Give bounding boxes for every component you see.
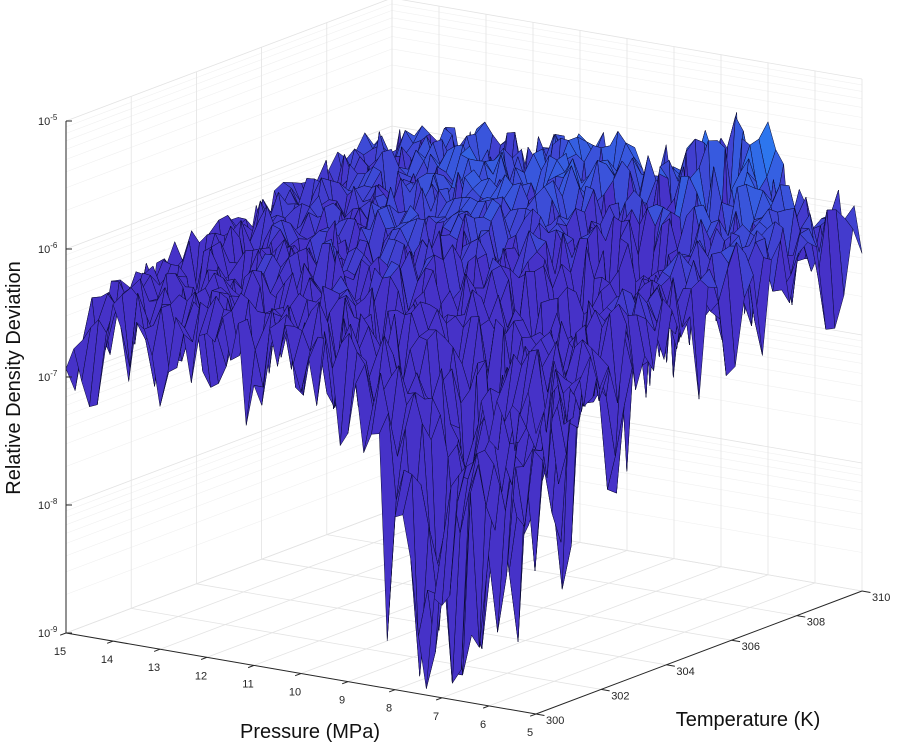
y-tick-label: 302	[611, 690, 629, 702]
wall-grid-minor	[65, 17, 863, 142]
y-tick-mark	[796, 615, 806, 618]
x-tick-mark	[106, 640, 114, 644]
z-tick-label: 10-8	[38, 497, 58, 512]
z-tick-label: 10-5	[38, 113, 58, 128]
x-tick-mark	[388, 689, 396, 693]
y-tick-label: 308	[807, 617, 825, 629]
x-tick-mark	[529, 713, 537, 717]
y-axis-line	[535, 590, 863, 715]
x-tick-label: 5	[527, 727, 533, 739]
x-tick-mark	[341, 681, 349, 685]
z-tick-label: 10-9	[38, 625, 58, 640]
z-tick-label: 10-7	[38, 369, 58, 384]
surface-patch	[527, 349, 546, 434]
floor-grid-line	[394, 566, 722, 691]
z-tick-label: 10-6	[38, 241, 58, 256]
x-tick-mark	[59, 632, 67, 636]
floor-grid-line	[488, 582, 816, 707]
y-tick-mark	[535, 713, 545, 716]
x-tick-label: 13	[148, 662, 160, 674]
y-tick-label: 300	[546, 715, 564, 727]
x-tick-label: 12	[195, 670, 207, 682]
wall-grid-minor	[65, 3, 863, 128]
x-tick-mark	[200, 656, 208, 660]
x-tick-label: 7	[433, 711, 439, 723]
ticks-layer: 5 6 7 8 9 10 11 12 13 14 15 300 302 304 306 308 310 10-9 1…	[38, 113, 890, 739]
x-tick-label: 11	[242, 678, 253, 690]
floor-grid-line	[347, 558, 675, 682]
wall-grid-major	[65, 0, 863, 122]
y-tick-label: 310	[872, 592, 890, 604]
x-tick-mark	[153, 648, 161, 652]
wall-grid-minor	[65, 10, 863, 134]
surface-layer	[65, 112, 863, 689]
x-axis-title: Pressure (MPa)	[240, 721, 380, 743]
x-tick-mark	[482, 705, 490, 709]
x-tick-label: 9	[339, 695, 345, 707]
y-tick-label: 306	[742, 641, 760, 653]
x-tick-mark	[294, 673, 302, 677]
y-axis-title: Temperature (K)	[676, 709, 821, 731]
x-tick-label: 8	[386, 703, 392, 715]
x-tick-mark	[435, 697, 443, 701]
x-tick-mark	[247, 664, 255, 669]
z-axis-title: Relative Density Deviation	[3, 261, 25, 494]
x-tick-label: 14	[101, 654, 113, 666]
x-tick-label: 15	[54, 646, 66, 658]
y-tick-mark	[731, 639, 741, 643]
y-tick-label: 304	[676, 666, 694, 678]
y-tick-mark	[601, 688, 610, 692]
x-tick-label: 10	[289, 687, 301, 699]
floor-grid-line	[131, 608, 602, 690]
floor-grid-line	[441, 574, 769, 699]
y-tick-mark	[666, 664, 675, 667]
y-tick-mark	[861, 590, 871, 593]
x-tick-label: 6	[480, 719, 486, 731]
